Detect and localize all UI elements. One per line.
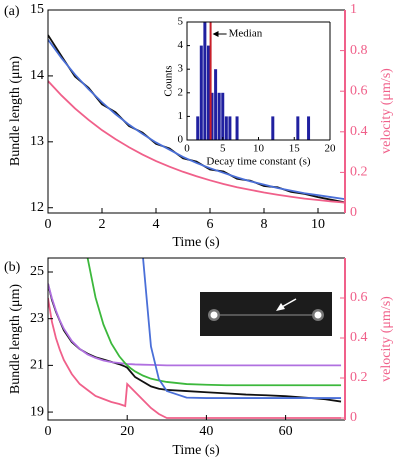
y-axis-label: Bundle length (μm) bbox=[8, 56, 23, 166]
bar bbox=[214, 69, 218, 140]
y-tick-label: 0 bbox=[178, 134, 184, 146]
y-tick-label: 23 bbox=[30, 311, 44, 326]
x-axis-label: Time (s) bbox=[172, 235, 220, 250]
bar bbox=[217, 92, 221, 140]
bar bbox=[210, 92, 214, 140]
image-arrow-head bbox=[276, 303, 285, 311]
y2-tick-label: 0 bbox=[350, 410, 357, 425]
data-line bbox=[86, 258, 342, 387]
image-bg bbox=[200, 292, 332, 336]
axes-frame bbox=[186, 21, 330, 141]
data-line bbox=[48, 283, 342, 367]
x-tick-label: 4 bbox=[153, 217, 160, 232]
x-tick-label: 0 bbox=[45, 217, 52, 232]
plot-background bbox=[48, 258, 345, 420]
bar bbox=[228, 116, 232, 140]
x-tick-label: 2 bbox=[99, 217, 106, 232]
data-line bbox=[48, 80, 345, 204]
bar bbox=[224, 116, 228, 140]
y-tick-label: 25 bbox=[30, 264, 44, 279]
x-tick-label: 6 bbox=[207, 217, 214, 232]
bar bbox=[271, 116, 275, 140]
y-axis-label: Counts bbox=[163, 65, 175, 96]
bar bbox=[307, 116, 311, 140]
y2-tick-label: 0.6 bbox=[350, 83, 368, 98]
x-tick-label: 40 bbox=[199, 424, 213, 439]
y2-tick-label: 0.4 bbox=[350, 330, 368, 345]
data-line bbox=[142, 258, 342, 399]
bar bbox=[221, 92, 225, 140]
x-tick-label: 60 bbox=[279, 424, 293, 439]
bar bbox=[296, 116, 300, 140]
axes-frame bbox=[47, 257, 345, 421]
bar bbox=[206, 45, 210, 140]
y-tick-label: 15 bbox=[30, 2, 44, 17]
x-tick-label: 10 bbox=[311, 217, 325, 232]
data-line bbox=[48, 39, 345, 201]
bead bbox=[210, 311, 218, 319]
panel-label: (a) bbox=[4, 4, 20, 19]
bead bbox=[314, 311, 322, 319]
plot-area bbox=[48, 34, 345, 204]
x-tick-label: 15 bbox=[289, 143, 301, 155]
x-tick-label: 10 bbox=[253, 143, 265, 155]
bar bbox=[203, 22, 207, 140]
y-tick-label: 13 bbox=[30, 134, 44, 149]
y2-tick-label: 0.6 bbox=[350, 290, 368, 305]
plot-area bbox=[196, 22, 311, 140]
y-tick-label: 5 bbox=[178, 16, 184, 28]
y-tick-label: 21 bbox=[30, 358, 44, 373]
y2-tick-label: 0.2 bbox=[350, 165, 368, 180]
y-tick-label: 3 bbox=[178, 63, 184, 75]
x-tick-label: 0 bbox=[184, 143, 190, 155]
y2-tick-label: 0.4 bbox=[350, 124, 368, 139]
y2-tick-label: 0.8 bbox=[350, 43, 368, 58]
y2-tick-label: 1 bbox=[350, 2, 357, 17]
y2-tick-label: 0 bbox=[350, 205, 357, 220]
x-tick-label: 0 bbox=[45, 424, 52, 439]
annotation: Median bbox=[229, 28, 263, 40]
y-tick-label: 12 bbox=[30, 200, 44, 215]
y2-axis-label: velocity (μm/s) bbox=[379, 68, 394, 154]
bar bbox=[199, 45, 203, 140]
x-tick-label: 20 bbox=[325, 143, 337, 155]
y2-axis-label: velocity (μm/s) bbox=[379, 296, 394, 382]
x-tick-label: 5 bbox=[220, 143, 226, 155]
y-tick-label: 19 bbox=[30, 404, 44, 419]
y2-tick-label: 0.2 bbox=[350, 370, 368, 385]
bar bbox=[196, 116, 200, 140]
data-line bbox=[48, 297, 342, 419]
y-tick-label: 2 bbox=[178, 86, 184, 98]
x-tick-label: 20 bbox=[120, 424, 134, 439]
plot-area bbox=[48, 258, 342, 419]
x-axis-label: Decay time constant (s) bbox=[206, 156, 310, 168]
panel-label: (b) bbox=[4, 260, 21, 275]
y-axis-label: Bundle length (μm) bbox=[8, 284, 23, 394]
y-tick-label: 1 bbox=[178, 110, 184, 122]
bar bbox=[235, 116, 239, 140]
x-axis-label: Time (s) bbox=[172, 443, 220, 458]
x-tick-label: 8 bbox=[261, 217, 268, 232]
axes-frame bbox=[47, 9, 345, 214]
y-tick-label: 4 bbox=[178, 39, 184, 51]
y-tick-label: 14 bbox=[30, 68, 44, 83]
inset-image bbox=[200, 292, 332, 336]
